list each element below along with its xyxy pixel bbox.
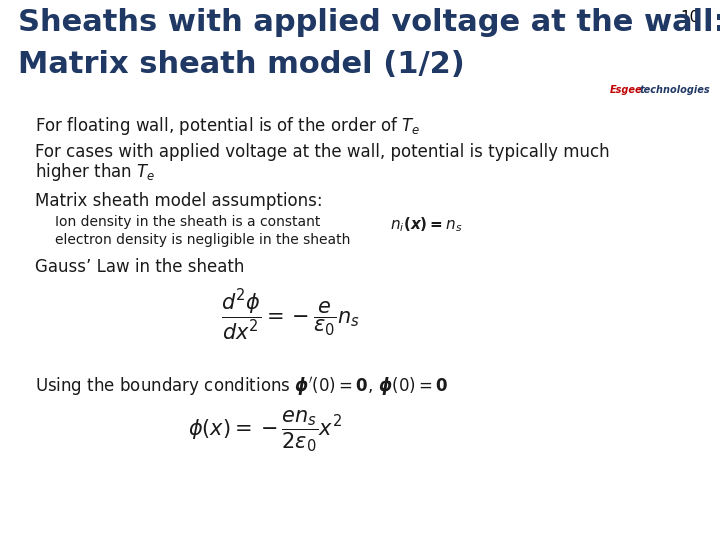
Text: Using the boundary conditions $\boldsymbol{\phi}'(0) = \mathbf{0},\, \boldsymbol: Using the boundary conditions $\boldsymb…: [35, 375, 449, 398]
Text: technologies: technologies: [640, 85, 711, 95]
Text: Matrix sheath model assumptions:: Matrix sheath model assumptions:: [35, 192, 323, 210]
Text: $\boldsymbol{n_i(x) = n_s}$: $\boldsymbol{n_i(x) = n_s}$: [390, 215, 462, 234]
Text: $\dfrac{d^2\phi}{dx^2} = -\dfrac{e}{\epsilon_0}n_s$: $\dfrac{d^2\phi}{dx^2} = -\dfrac{e}{\eps…: [221, 288, 359, 343]
Text: electron density is negligible in the sheath: electron density is negligible in the sh…: [55, 233, 351, 247]
Text: higher than $\mathbf{\it{T}_{\it{e}}}$: higher than $\mathbf{\it{T}_{\it{e}}}$: [35, 161, 156, 183]
Text: Matrix sheath model (1/2): Matrix sheath model (1/2): [18, 50, 464, 79]
Text: 10: 10: [680, 10, 700, 25]
Text: For cases with applied voltage at the wall, potential is typically much: For cases with applied voltage at the wa…: [35, 143, 610, 161]
Text: Sheaths with applied voltage at the wall:: Sheaths with applied voltage at the wall…: [18, 8, 720, 37]
Text: $\phi(x) = -\dfrac{en_s}{2\epsilon_0}x^2$: $\phi(x) = -\dfrac{en_s}{2\epsilon_0}x^2…: [188, 408, 342, 454]
Text: For floating wall, potential is of the order of $\mathbf{\it{T}_{\it{e}}}$: For floating wall, potential is of the o…: [35, 115, 420, 137]
Text: Esgee: Esgee: [610, 85, 643, 95]
Text: Ion density in the sheath is a constant: Ion density in the sheath is a constant: [55, 215, 320, 229]
Text: Gauss’ Law in the sheath: Gauss’ Law in the sheath: [35, 258, 244, 276]
